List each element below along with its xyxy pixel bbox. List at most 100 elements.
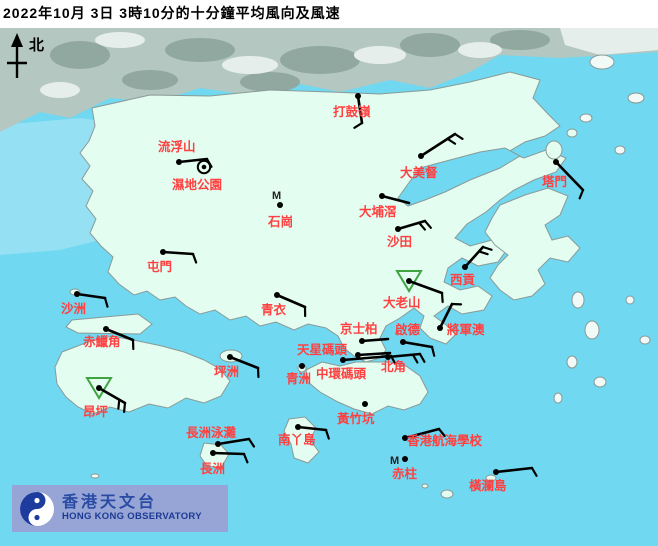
wind-barb-tick	[242, 452, 249, 464]
wind-barb-tick	[530, 466, 538, 477]
wind-barb-shaft	[341, 354, 393, 362]
hko-name-english: HONG KONG OBSERVATORY	[62, 510, 202, 522]
station-label: 昂坪	[83, 404, 109, 419]
station-kai-tak: 啟德	[395, 322, 436, 357]
station-label: 青衣	[261, 302, 287, 317]
station-label: 打鼓嶺	[333, 104, 371, 119]
wind-barb-shaft	[275, 293, 307, 309]
wind-barb-shaft	[75, 292, 107, 300]
wind-barb-shaft	[216, 437, 251, 446]
station-label: 橫瀾島	[469, 478, 507, 493]
wind-barb-shaft	[296, 425, 328, 432]
station-dot	[201, 164, 207, 170]
wind-barb-tick	[247, 437, 256, 448]
station-lamma-island: 南丫島	[278, 424, 330, 447]
station-sai-kung: 西貢	[450, 245, 493, 287]
wind-barb-tick	[446, 137, 457, 145]
missing-data-marker: M	[390, 455, 399, 467]
map-title: 2022年10月 3日 3時10分的十分鐘平均風向及風速	[3, 5, 341, 21]
wind-barb-tick	[353, 121, 364, 129]
wind-barb-shaft	[463, 245, 485, 269]
station-dot	[299, 363, 305, 369]
wind-barb-tick	[423, 219, 432, 229]
wind-barb-shaft	[419, 132, 457, 158]
wind-barb-shaft	[104, 327, 135, 342]
wind-barb-shaft	[438, 302, 454, 330]
lantau-island	[54, 335, 231, 415]
wind-barb-tick	[417, 221, 427, 231]
wind-barb-shaft	[356, 351, 392, 357]
north-arrow-head-icon	[11, 33, 23, 47]
hko-logo-icon	[20, 491, 54, 526]
station-dot	[402, 456, 408, 462]
wind-barb-tick	[191, 252, 198, 264]
missing-data-marker: M	[272, 190, 281, 202]
station-label: 西貢	[450, 273, 476, 287]
north-label: 北	[29, 37, 44, 54]
station-stanley: M赤柱	[390, 455, 418, 481]
wind-barb-tick	[122, 401, 127, 414]
station-label: 香港航海學校	[406, 433, 483, 448]
station-ta-kwu-ling: 打鼓嶺	[333, 93, 371, 129]
station-label: 坪洲	[214, 365, 239, 379]
station-cheung-chau-beach: 長洲泳灘	[186, 425, 256, 448]
wind-barb-shaft	[161, 250, 195, 256]
hko-logo-banner: 香港天文台 HONG KONG OBSERVATORY	[12, 485, 228, 532]
station-sha-chau: 沙洲	[61, 291, 109, 316]
wind-barb-tick	[418, 352, 426, 363]
station-label: 黃竹坑	[336, 411, 375, 426]
station-north-point: 北角	[381, 352, 426, 374]
wind-barb-shaft	[494, 466, 534, 474]
station-green-island: 青洲	[286, 363, 311, 386]
station-tates-cairn: 大老山	[383, 270, 444, 310]
airport-island	[65, 313, 153, 335]
wind-barb-shaft	[380, 194, 411, 205]
station-star-ferry-pier: 天星碼頭	[297, 342, 392, 358]
wind-barb-tick	[477, 250, 489, 256]
sai-kung-peninsula	[484, 187, 581, 301]
calm-circle-icon	[196, 159, 212, 175]
station-label: 大美督	[400, 165, 438, 180]
tolo-harbour-water	[397, 147, 522, 207]
wind-barb-shaft	[396, 219, 427, 231]
station-label: 赤鱲角	[83, 334, 121, 349]
hko-logo-text: 香港天文台 HONG KONG OBSERVATORY	[62, 494, 202, 522]
wind-barb-tick	[117, 398, 121, 410]
station-label: 濕地公園	[172, 177, 222, 192]
station-shek-kong: M 石崗	[267, 190, 293, 229]
station-tai-po-kau: 大埔滘	[359, 193, 411, 219]
wind-barb-tick	[411, 353, 419, 364]
hill-station-triangle-icon	[395, 270, 423, 293]
hill-station-triangle-icon	[85, 377, 113, 400]
wind-barb-shaft	[386, 352, 422, 359]
wind-barb-tick	[481, 245, 493, 251]
station-waglan-island: 橫瀾島	[469, 466, 538, 493]
station-hk-sea-school: 香港航海學校	[402, 427, 483, 448]
station-peng-chau: 坪洲	[214, 354, 260, 379]
station-label: 大老山	[383, 295, 421, 310]
urban-texture-band	[0, 28, 658, 132]
station-tai-mei-tuk: 大美督	[400, 132, 464, 180]
station-label: 將軍澳	[447, 322, 485, 337]
station-label: 赤柱	[392, 466, 418, 481]
station-label: 青洲	[286, 371, 311, 386]
station-label: 中環碼頭	[316, 366, 367, 381]
station-sha-tin: 沙田	[387, 219, 432, 249]
station-label: 南丫島	[278, 432, 316, 447]
north-arrow: 北	[7, 33, 44, 78]
wind-barb-tick	[578, 188, 585, 200]
station-label: 長洲泳灘	[186, 425, 237, 440]
wind-barb-tick	[437, 427, 446, 438]
wind-barb-shaft	[356, 94, 364, 125]
station-label: 沙田	[387, 235, 412, 249]
station-label: 流浮山	[158, 139, 196, 154]
wind-barb-shaft	[97, 386, 127, 405]
station-chek-lap-kok: 赤鱲角	[83, 326, 135, 351]
station-wong-chuk-hang: 黃竹坑	[336, 401, 375, 426]
station-kings-park: 京士柏	[340, 321, 390, 344]
station-label: 長洲	[200, 461, 225, 476]
wind-barb-shaft	[554, 160, 585, 192]
station-ngong-ping: 昂坪	[83, 377, 127, 419]
